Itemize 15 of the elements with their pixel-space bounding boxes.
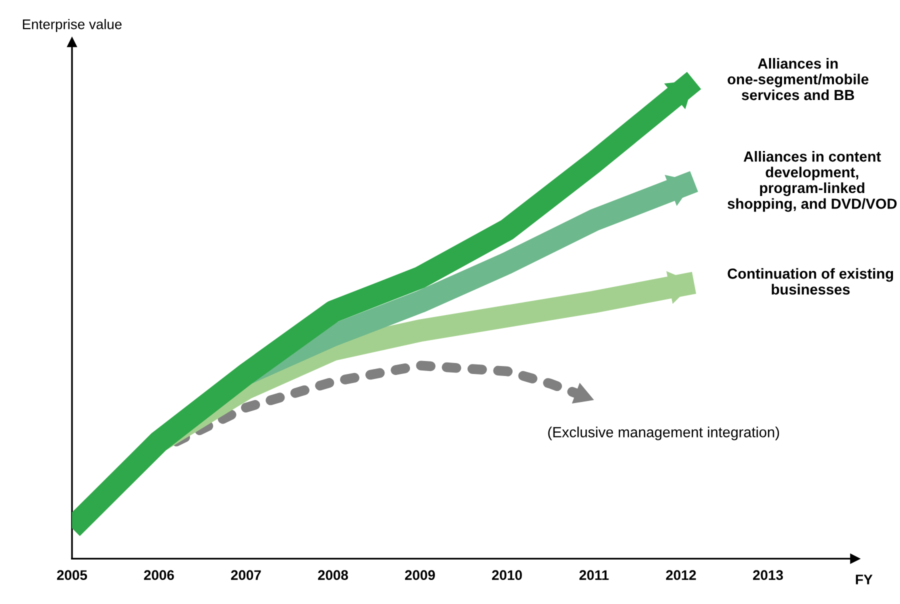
x-tick-label: 2008 bbox=[318, 570, 348, 580]
x-tick-label: 2007 bbox=[231, 570, 261, 580]
x-tick-label: 2012 bbox=[666, 570, 696, 580]
x-axis-title: FY bbox=[856, 574, 873, 584]
legend-label: Continuation of existing businesses bbox=[728, 268, 894, 295]
x-tick-label: 2005 bbox=[57, 570, 88, 580]
y-axis-title: Enterprise value bbox=[22, 19, 122, 32]
x-tick-label: 2010 bbox=[492, 570, 522, 580]
x-tick-label: 2013 bbox=[753, 570, 783, 580]
text: Alliances in one-segment/mobile services and BB bbox=[728, 58, 868, 100]
x-tick-label: 2009 bbox=[405, 570, 435, 580]
text: (Exclusive management integration) bbox=[548, 426, 780, 440]
text: Alliances in content development, program-linked shopping, and DVD/VOD bbox=[728, 151, 897, 212]
x-tick-label: 2011 bbox=[579, 570, 609, 580]
x-tick-label: 2006 bbox=[144, 570, 174, 580]
